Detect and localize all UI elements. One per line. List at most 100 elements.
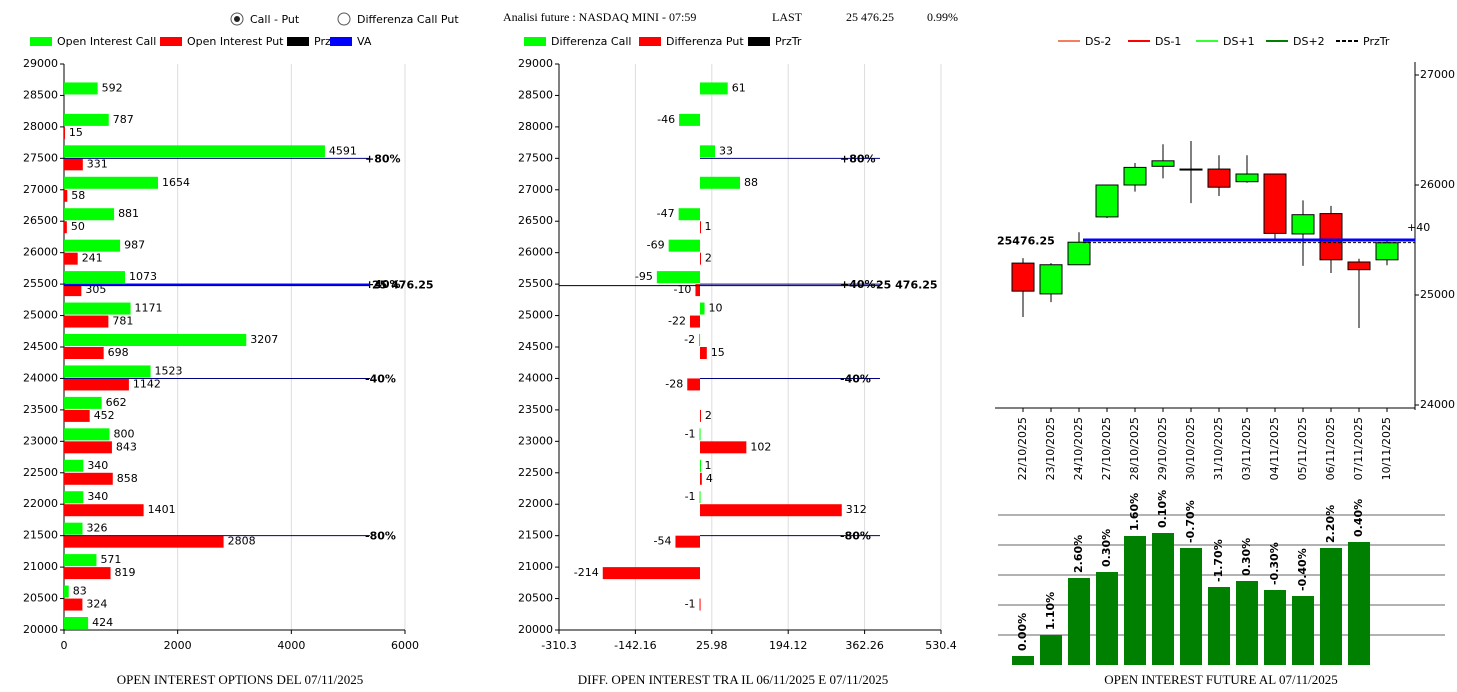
bar bbox=[602, 567, 700, 580]
y-tick-label: 20500 bbox=[518, 592, 553, 605]
bar bbox=[699, 409, 701, 422]
chart-title: OPEN INTEREST FUTURE AL 07/11/2025 bbox=[1104, 672, 1338, 687]
value-label: -1 bbox=[685, 427, 696, 440]
legend-label: DS-1 bbox=[1155, 35, 1181, 48]
value-label: -47 bbox=[657, 207, 675, 220]
value-label: 0.30% bbox=[1240, 538, 1253, 576]
value-label: -54 bbox=[653, 535, 671, 548]
bar bbox=[64, 158, 83, 171]
radio[interactable] bbox=[337, 12, 351, 26]
candle-body bbox=[1179, 168, 1203, 171]
bar bbox=[64, 428, 110, 441]
bar bbox=[64, 459, 84, 472]
bar bbox=[699, 302, 705, 315]
bar bbox=[64, 441, 112, 454]
bar bbox=[64, 271, 125, 284]
value-label: 424 bbox=[92, 616, 113, 629]
legend-swatch bbox=[524, 37, 546, 46]
value-label: 0.10% bbox=[1156, 490, 1169, 528]
legend-swatch bbox=[160, 37, 182, 46]
bar bbox=[64, 522, 83, 535]
value-label: 662 bbox=[106, 396, 127, 409]
candle-body bbox=[1067, 241, 1091, 266]
x-tick-label: 2000 bbox=[164, 639, 192, 652]
bar bbox=[64, 617, 89, 629]
legend-swatch bbox=[330, 37, 352, 46]
bar bbox=[1012, 656, 1034, 665]
y-tick-label: 21000 bbox=[518, 560, 553, 573]
value-label: 241 bbox=[82, 252, 103, 265]
y-tick-label: 23000 bbox=[23, 434, 58, 447]
legend-label: VA bbox=[357, 35, 372, 48]
bar bbox=[699, 334, 701, 346]
y-tick-label: 28000 bbox=[23, 120, 58, 133]
value-label: 33 bbox=[719, 144, 733, 157]
value-label: -0.30% bbox=[1268, 542, 1281, 585]
value-label: 305 bbox=[85, 283, 106, 296]
x-tick-label: 194.12 bbox=[769, 639, 808, 652]
y-tick-label: 21000 bbox=[23, 560, 58, 573]
price-label: 25 476.25 bbox=[876, 279, 938, 292]
value-label: 58 bbox=[71, 189, 85, 202]
bar bbox=[64, 145, 325, 158]
candle-body bbox=[1347, 261, 1371, 271]
bar bbox=[64, 176, 159, 189]
level-label: -40% bbox=[840, 372, 871, 385]
y-tick-label: 22500 bbox=[23, 466, 58, 479]
x-tick-label: -310.3 bbox=[541, 639, 576, 652]
y-tick-label: 27000 bbox=[518, 183, 553, 196]
y-tick-label: 24500 bbox=[518, 340, 553, 353]
value-label: 592 bbox=[102, 81, 123, 94]
value-label: 781 bbox=[112, 315, 133, 328]
value-label: 1073 bbox=[129, 270, 157, 283]
bar bbox=[64, 189, 68, 202]
value-label: -1 bbox=[685, 598, 696, 611]
level-label: -80% bbox=[840, 530, 871, 543]
bar bbox=[656, 271, 700, 284]
value-label: 858 bbox=[117, 472, 138, 485]
last-label: LAST bbox=[772, 10, 803, 24]
legend-swatch bbox=[287, 37, 309, 46]
y-tick-label: 25500 bbox=[23, 277, 58, 290]
x-tick-label: 530.4 bbox=[925, 639, 957, 652]
x-tick-label: 4000 bbox=[277, 639, 305, 652]
level-label: -80% bbox=[365, 530, 396, 543]
y-tick-label: 21500 bbox=[23, 529, 58, 542]
chart-title: OPEN INTEREST OPTIONS DEL 07/11/2025 bbox=[117, 672, 364, 687]
value-label: 15 bbox=[69, 126, 83, 139]
y-tick-label: 25500 bbox=[518, 277, 553, 290]
y-tick-label: 20000 bbox=[518, 623, 553, 636]
candle-body bbox=[1095, 184, 1119, 218]
x-tick-label: 362.26 bbox=[845, 639, 884, 652]
bar bbox=[64, 554, 97, 567]
value-label: 331 bbox=[87, 157, 108, 170]
bar bbox=[699, 176, 740, 189]
value-label: -22 bbox=[668, 315, 686, 328]
bar bbox=[64, 284, 82, 297]
value-label: 102 bbox=[750, 440, 771, 453]
legend-label: DS+1 bbox=[1223, 35, 1255, 48]
y-tick-label: 25000 bbox=[1420, 288, 1455, 301]
value-label: 312 bbox=[846, 503, 867, 516]
value-label: -10 bbox=[673, 283, 691, 296]
value-label: 3207 bbox=[250, 333, 278, 346]
bar bbox=[64, 334, 247, 346]
value-label: -1 bbox=[685, 490, 696, 503]
bar bbox=[64, 598, 83, 611]
level-label: +40% bbox=[365, 278, 401, 291]
x-tick-label: -142.16 bbox=[614, 639, 656, 652]
value-label: 1 bbox=[704, 220, 711, 233]
radio-label[interactable]: Call - Put bbox=[250, 13, 300, 26]
value-label: 1.10% bbox=[1044, 592, 1057, 630]
y-tick-label: 27000 bbox=[23, 183, 58, 196]
y-tick-label: 25000 bbox=[23, 309, 58, 322]
y-tick-label: 26500 bbox=[518, 214, 553, 227]
bar bbox=[1264, 590, 1286, 665]
y-tick-label: 27500 bbox=[518, 151, 553, 164]
value-label: 1 bbox=[704, 459, 711, 472]
bar bbox=[64, 126, 65, 139]
bar bbox=[699, 145, 715, 158]
radio-label[interactable]: Differenza Call Put bbox=[357, 13, 459, 26]
legend-label: Differenza Put bbox=[666, 35, 744, 48]
y-tick-label: 28000 bbox=[518, 120, 553, 133]
